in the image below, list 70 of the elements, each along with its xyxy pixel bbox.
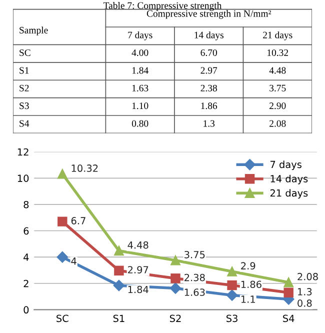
data-label: 1.84 <box>128 286 148 294</box>
data-label: 6.7 <box>71 217 86 224</box>
y-tick-label: 2 <box>24 280 28 288</box>
point <box>170 282 182 294</box>
data-label: 4.48 <box>128 241 148 249</box>
x-tick-label: S2 <box>170 314 181 322</box>
x-tick-label: S3 <box>226 314 238 322</box>
point <box>284 277 294 288</box>
data-label: 1.1 <box>241 296 255 303</box>
point <box>227 280 237 290</box>
text: 3.75 <box>270 84 286 92</box>
point <box>284 288 294 298</box>
y-tick-label: 6 <box>24 227 29 235</box>
text: 0.80 <box>132 120 148 127</box>
text: 10.32 <box>268 49 288 56</box>
text: 21 days <box>263 31 292 40</box>
data-label: 0.8 <box>298 299 312 307</box>
x-tick-label: S1 <box>113 314 124 322</box>
text: 2.97 <box>200 67 218 74</box>
text: Table 7: Compressive strength <box>103 2 222 11</box>
point <box>114 246 124 256</box>
text: 4.48 <box>269 67 286 74</box>
point <box>114 266 124 276</box>
data-label: 1.3 <box>298 288 312 296</box>
text: 7 days <box>128 31 152 40</box>
point <box>56 251 68 263</box>
legend-label: 14 days <box>270 174 308 184</box>
point <box>227 266 237 276</box>
text: 2.90 <box>270 102 286 110</box>
y-tick-label: 0 <box>24 306 29 314</box>
y-tick-label: 4 <box>24 254 29 261</box>
data-label: 4 <box>71 258 76 265</box>
point <box>170 256 180 266</box>
text: SC <box>20 49 30 56</box>
text: 1.84 <box>132 67 148 74</box>
data-label: 2.97 <box>128 266 148 274</box>
text: 1.86 <box>201 102 218 110</box>
text: 1.10 <box>132 102 148 110</box>
text: S3 <box>20 102 29 110</box>
text: 1.3 <box>204 120 215 127</box>
x-tick-label: S4 <box>283 314 294 322</box>
y-tick-label: 8 <box>24 200 29 208</box>
point <box>113 280 125 292</box>
text: Sample <box>20 26 48 36</box>
text: 6.70 <box>200 49 217 56</box>
text: S1 <box>20 67 29 74</box>
text: S4 <box>20 120 30 127</box>
text: Compressive strength in N/mm² <box>146 10 271 19</box>
text: 14 days <box>194 31 224 40</box>
y-tick-label: 12 <box>18 148 28 156</box>
data-label: 3.75 <box>184 250 205 258</box>
data-label: 10.32 <box>72 164 98 172</box>
data-label: 2.38 <box>184 274 205 282</box>
text: 2.08 <box>270 120 286 127</box>
point <box>170 274 180 284</box>
data-label: 1.86 <box>241 280 262 288</box>
data-label: 2.9 <box>241 262 256 270</box>
text: 4.00 <box>132 49 148 56</box>
data-label: 1.63 <box>184 288 205 296</box>
point <box>58 216 68 226</box>
text: 2.38 <box>200 84 217 92</box>
legend-label: 7 days <box>270 160 302 170</box>
legend-label: 21 days <box>270 189 308 199</box>
text: S2 <box>20 84 29 92</box>
point <box>226 290 238 301</box>
text: 1.63 <box>132 84 148 92</box>
y-tick-label: 10 <box>18 174 29 182</box>
point <box>58 169 68 179</box>
x-tick-label: SC <box>56 314 68 322</box>
data-label: 2.08 <box>298 272 318 280</box>
